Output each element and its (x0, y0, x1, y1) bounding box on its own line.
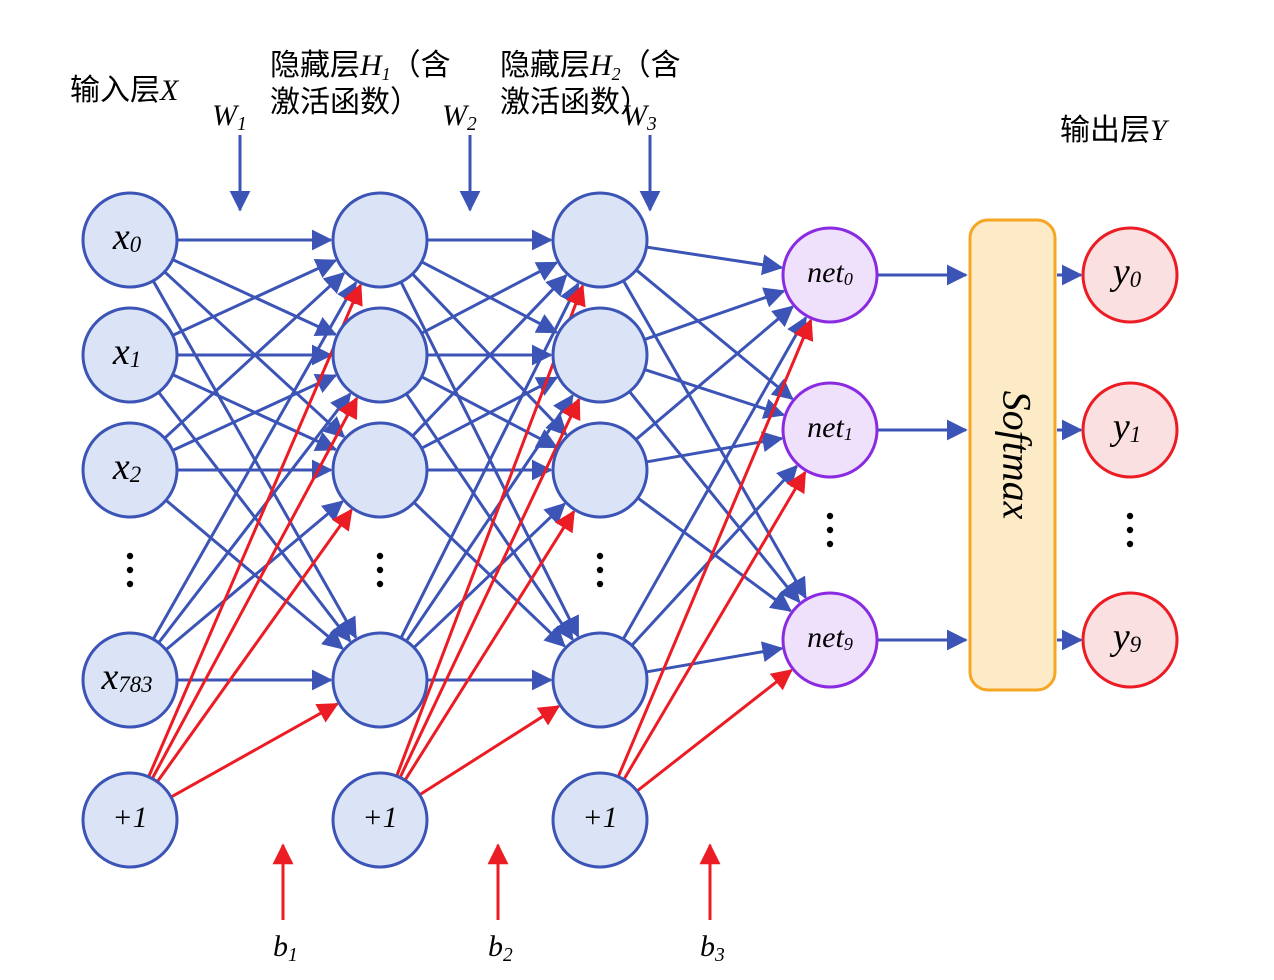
ellipsis-icon (1127, 513, 1133, 547)
bias-node: +1 (553, 773, 647, 867)
net-node: net1 (783, 383, 877, 477)
softmax-box: Softmax (970, 220, 1055, 690)
hidden-node (333, 423, 427, 517)
hidden-node (553, 308, 647, 402)
output-layer-title: 输出层Y (1060, 114, 1170, 147)
hidden1-title-line2: 激活函数） (270, 86, 420, 119)
bias-node: +1 (333, 773, 427, 867)
hidden-node (333, 193, 427, 287)
hidden-node (333, 308, 427, 402)
hidden-node (553, 633, 647, 727)
ellipsis-icon (377, 553, 383, 587)
svg-text:b1: b1 (273, 930, 298, 966)
neural-network-diagram: x0 x1 x2 x783 +1 +1 +1 net0 net1 net9 y0 y1 y9 Softma… (0, 0, 1274, 980)
svg-text:W2: W2 (442, 99, 477, 135)
output-node: y1 (1083, 383, 1177, 477)
hidden-node (553, 423, 647, 517)
output-node: y9 (1083, 593, 1177, 687)
bias-label-b1: b1 (273, 845, 298, 966)
output-node: y0 (1083, 228, 1177, 322)
weight-label-w1: W1 (212, 99, 247, 210)
hidden-node (553, 193, 647, 287)
titles-layer: 输入层X隐藏层H1（含激活函数）隐藏层H2（含激活函数）输出层Y (70, 49, 1170, 147)
hidden2-title-line2: 激活函数） (500, 86, 650, 119)
svg-text:W1: W1 (212, 99, 247, 135)
softmax-label: Softmax (994, 391, 1039, 520)
bias-label-b3: b3 (700, 845, 725, 966)
bias-label-b2: b2 (488, 845, 513, 966)
hidden-node (333, 633, 427, 727)
svg-text:+1: +1 (112, 801, 147, 834)
weight-label-w2: W2 (442, 99, 477, 210)
net-node: net9 (783, 593, 877, 687)
input-node: x783 (83, 633, 177, 727)
svg-text:+1: +1 (582, 801, 617, 834)
annotations-layer: W1W2W3b1b2b3 (212, 99, 725, 966)
ellipsis-icon (597, 553, 603, 587)
svg-text:b2: b2 (488, 930, 513, 966)
hidden2-title-line1: 隐藏层H2（含 (500, 49, 681, 84)
ellipsis-icon (827, 513, 833, 547)
bias-node: +1 (83, 773, 177, 867)
input-node: x0 (83, 193, 177, 287)
input-node: x2 (83, 423, 177, 517)
input-node: x1 (83, 308, 177, 402)
input-layer-title: 输入层X (70, 74, 180, 107)
hidden1-title-line1: 隐藏层H1（含 (270, 49, 451, 84)
ellipsis-icon (127, 553, 133, 587)
net-node: net0 (783, 228, 877, 322)
svg-text:+1: +1 (362, 801, 397, 834)
svg-text:b3: b3 (700, 930, 725, 966)
